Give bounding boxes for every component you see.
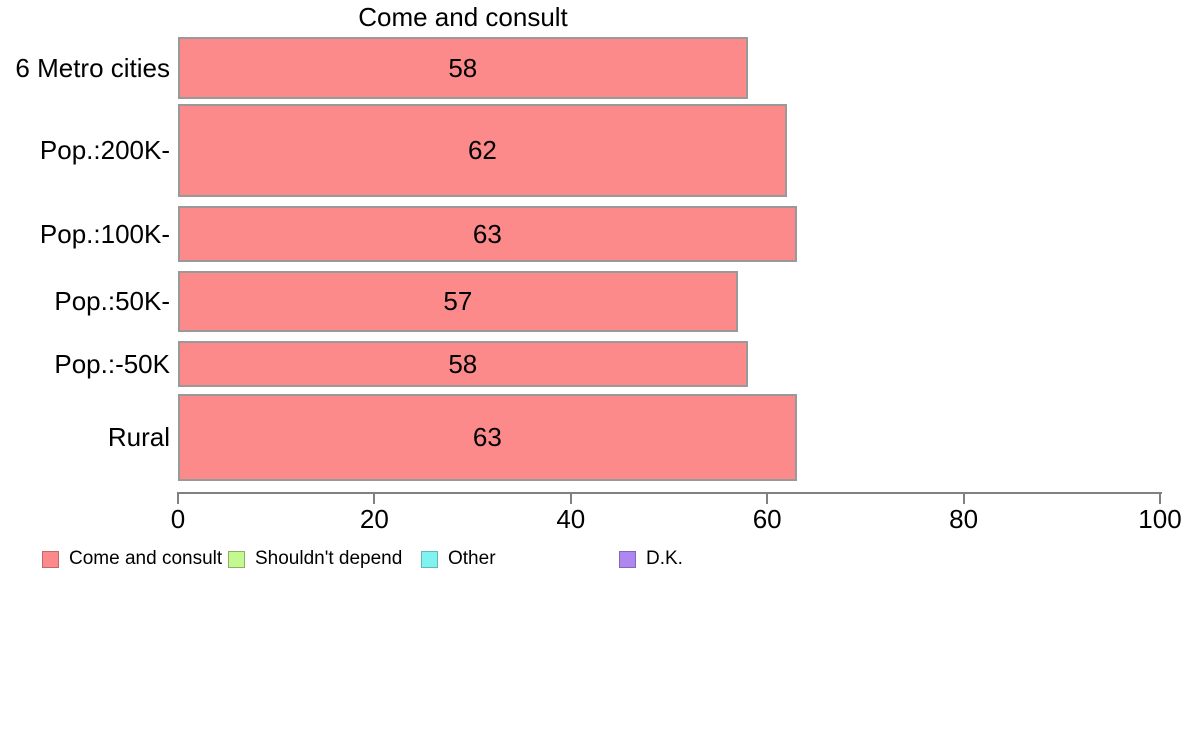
legend-item: D.K. [619,548,683,569]
legend-label: Come and consult [69,548,223,569]
bar-value-label: 63 [472,422,502,452]
bar: 63 [178,394,797,481]
legend-label: Shouldn't depend [255,548,403,569]
legend-item: Other [421,548,496,569]
x-axis-tick [1159,492,1161,504]
bar-value-label: 58 [448,52,478,83]
legend-swatch-icon [228,550,245,568]
bar-value-label: 62 [467,135,497,165]
legend-swatch-icon [421,550,438,568]
category-label: 6 Metro cities [15,52,170,83]
x-axis-tick-label: 80 [949,504,979,534]
legend-swatch-icon [42,550,59,568]
x-axis-tick [373,492,376,504]
legend-item: Come and consult [42,548,223,569]
legend-label: Other [448,548,496,569]
x-axis-tick [962,492,965,504]
legend-swatch-icon [619,550,636,568]
bar-value-label: 63 [472,218,502,249]
category-label: Pop.:-50K [54,348,170,379]
x-axis-line [178,492,1162,494]
x-axis-tick [177,492,179,504]
category-label: Pop.:100K- [39,218,170,249]
bar: 62 [178,104,787,197]
legend-item: Shouldn't depend [228,548,403,569]
category-label: Pop.:50K- [54,286,170,316]
x-axis-tick-label: 100 [1138,504,1182,534]
chart-title: Come and consult [358,2,568,32]
bar-value-label: 58 [448,348,478,379]
category-label: Rural [107,422,170,452]
x-axis-tick-label: 40 [556,504,586,534]
bar: 63 [178,206,797,262]
category-label: Pop.:200K- [39,135,170,165]
bar-value-label: 57 [443,286,473,316]
bar: 58 [178,341,748,387]
x-axis-tick-label: 0 [170,504,186,534]
x-axis-tick-label: 60 [752,504,782,534]
legend-label: D.K. [646,548,683,569]
x-axis-tick [766,492,769,504]
bar: 58 [178,37,748,99]
x-axis-tick-label: 20 [359,504,389,534]
bar: 57 [178,271,738,332]
x-axis-tick [569,492,572,504]
